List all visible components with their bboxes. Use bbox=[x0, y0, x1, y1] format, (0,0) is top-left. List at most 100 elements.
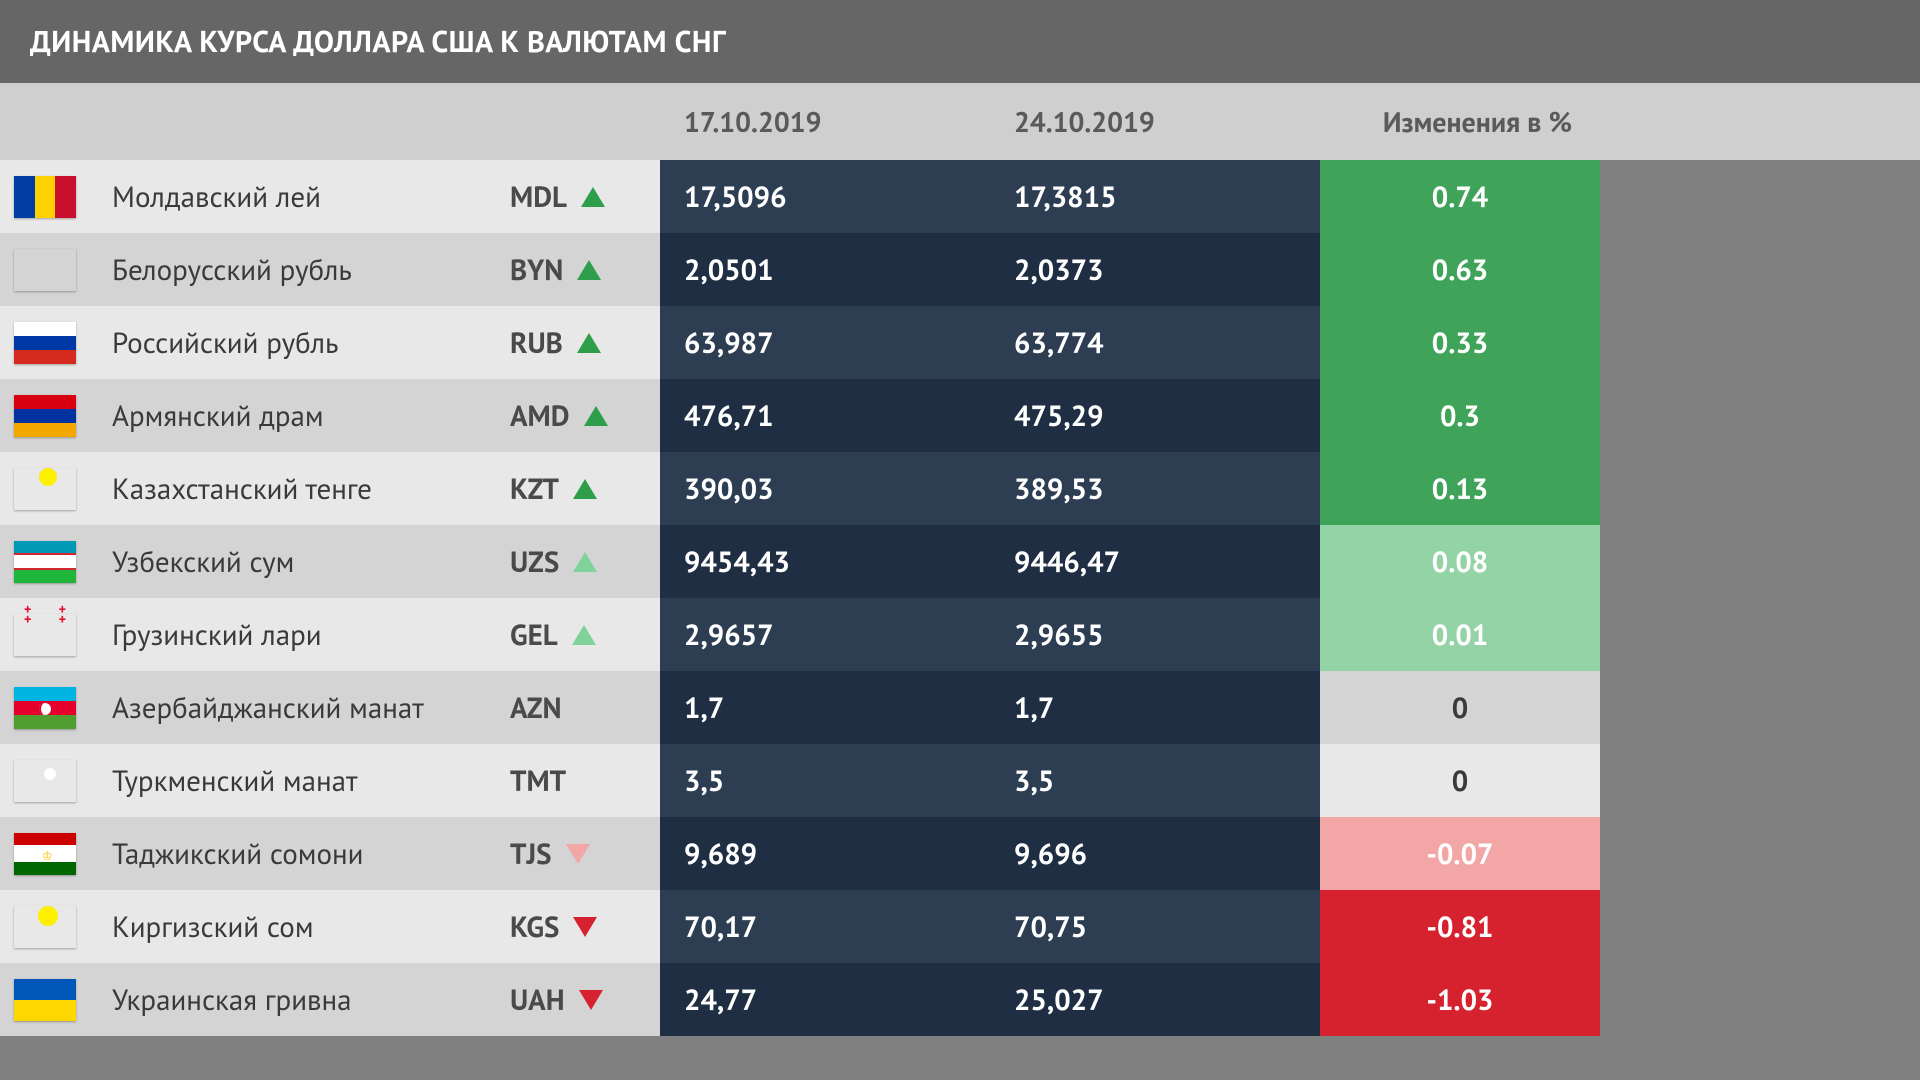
trend-up-icon bbox=[581, 187, 605, 207]
change-percent: 0.74 bbox=[1320, 160, 1600, 233]
currency-code: AZN bbox=[510, 689, 562, 727]
currency-name: Российский рубль bbox=[112, 324, 474, 362]
flag-icon bbox=[14, 760, 76, 802]
currency-name: Белорусский рубль bbox=[112, 251, 474, 289]
value-date2: 9,696 bbox=[990, 817, 1320, 890]
value-date2: 1,7 bbox=[990, 671, 1320, 744]
change-percent: 0.3 bbox=[1320, 379, 1600, 452]
value-date2: 17,3815 bbox=[990, 160, 1320, 233]
trend-up-icon bbox=[577, 260, 601, 280]
value-date2: 63,774 bbox=[990, 306, 1320, 379]
table-row: Туркменский манат TMT 3,5 3,5 0 bbox=[0, 744, 1920, 817]
header-change: Изменения в % bbox=[1320, 83, 1600, 160]
currency-code: MDL bbox=[510, 178, 567, 216]
value-date2: 3,5 bbox=[990, 744, 1320, 817]
flag-icon bbox=[14, 468, 76, 510]
currency-code: TMT bbox=[510, 762, 566, 800]
value-date1: 63,987 bbox=[660, 306, 990, 379]
change-percent: 0.63 bbox=[1320, 233, 1600, 306]
trend-down-icon bbox=[579, 990, 603, 1010]
value-date1: 24,77 bbox=[660, 963, 990, 1036]
value-date1: 3,5 bbox=[660, 744, 990, 817]
currency-code: AMD bbox=[510, 397, 570, 435]
change-percent: -0.07 bbox=[1320, 817, 1600, 890]
table-row: ++++ Грузинский лари GEL 2,9657 2,9655 0… bbox=[0, 598, 1920, 671]
change-percent: 0 bbox=[1320, 671, 1600, 744]
header-date1: 17.10.2019 bbox=[660, 83, 990, 160]
value-date2: 2,9655 bbox=[990, 598, 1320, 671]
currency-code: RUB bbox=[510, 324, 563, 362]
value-date1: 2,0501 bbox=[660, 233, 990, 306]
change-percent: 0 bbox=[1320, 744, 1600, 817]
table-row: Киргизский сом KGS 70,17 70,75 -0.81 bbox=[0, 890, 1920, 963]
trend-up-icon bbox=[572, 625, 596, 645]
trend-up-icon bbox=[573, 479, 597, 499]
table-header: 17.10.2019 24.10.2019 Изменения в % bbox=[0, 83, 1920, 160]
currency-name: Армянский драм bbox=[112, 397, 474, 435]
page-title: ДИНАМИКА КУРСА ДОЛЛАРА США К ВАЛЮТАМ СНГ bbox=[0, 0, 1920, 83]
currency-name: Туркменский манат bbox=[112, 762, 474, 800]
change-percent: 0.08 bbox=[1320, 525, 1600, 598]
trend-down-icon bbox=[573, 917, 597, 937]
trend-up-icon bbox=[584, 406, 608, 426]
value-date1: 2,9657 bbox=[660, 598, 990, 671]
value-date2: 389,53 bbox=[990, 452, 1320, 525]
currency-name: Узбекский сум bbox=[112, 543, 474, 581]
flag-icon bbox=[14, 249, 76, 291]
change-percent: -0.81 bbox=[1320, 890, 1600, 963]
value-date1: 17,5096 bbox=[660, 160, 990, 233]
table-row: Белорусский рубль BYN 2,0501 2,0373 0.63 bbox=[0, 233, 1920, 306]
value-date2: 9446,47 bbox=[990, 525, 1320, 598]
flag-icon bbox=[14, 979, 76, 1021]
header-spacer bbox=[0, 83, 660, 160]
currency-code: GEL bbox=[510, 616, 558, 654]
currency-name: Таджикский сомони bbox=[112, 835, 474, 873]
flag-icon bbox=[14, 395, 76, 437]
currency-name: Казахстанский тенге bbox=[112, 470, 474, 508]
trend-up-icon bbox=[577, 333, 601, 353]
value-date2: 2,0373 bbox=[990, 233, 1320, 306]
value-date1: 476,71 bbox=[660, 379, 990, 452]
value-date2: 475,29 bbox=[990, 379, 1320, 452]
table-row: Молдавский лей MDL 17,5096 17,3815 0.74 bbox=[0, 160, 1920, 233]
value-date1: 70,17 bbox=[660, 890, 990, 963]
value-date1: 9454,43 bbox=[660, 525, 990, 598]
value-date1: 1,7 bbox=[660, 671, 990, 744]
currency-name: Молдавский лей bbox=[112, 178, 474, 216]
flag-icon bbox=[14, 541, 76, 583]
table-row: Армянский драм AMD 476,71 475,29 0.3 bbox=[0, 379, 1920, 452]
change-percent: 0.33 bbox=[1320, 306, 1600, 379]
currency-code: UAH bbox=[510, 981, 565, 1019]
currency-code: KGS bbox=[510, 908, 559, 946]
currency-code: KZT bbox=[510, 470, 559, 508]
table-body: Молдавский лей MDL 17,5096 17,3815 0.74 … bbox=[0, 160, 1920, 1036]
currency-name: Украинская гривна bbox=[112, 981, 474, 1019]
currency-code: UZS bbox=[510, 543, 559, 581]
value-date1: 390,03 bbox=[660, 452, 990, 525]
change-percent: 0.01 bbox=[1320, 598, 1600, 671]
change-percent: 0.13 bbox=[1320, 452, 1600, 525]
value-date2: 25,027 bbox=[990, 963, 1320, 1036]
value-date2: 70,75 bbox=[990, 890, 1320, 963]
flag-icon: ++++ bbox=[14, 614, 76, 656]
table-row: Казахстанский тенге KZT 390,03 389,53 0.… bbox=[0, 452, 1920, 525]
currency-code: TJS bbox=[510, 835, 552, 873]
header-date2: 24.10.2019 bbox=[990, 83, 1320, 160]
currency-name: Киргизский сом bbox=[112, 908, 474, 946]
flag-icon: ♔ bbox=[14, 833, 76, 875]
currency-code: BYN bbox=[510, 251, 563, 289]
table-row: Азербайджанский манат AZN 1,7 1,7 0 bbox=[0, 671, 1920, 744]
change-percent: -1.03 bbox=[1320, 963, 1600, 1036]
table-row: Узбекский сум UZS 9454,43 9446,47 0.08 bbox=[0, 525, 1920, 598]
trend-up-icon bbox=[573, 552, 597, 572]
table-row: Российский рубль RUB 63,987 63,774 0.33 bbox=[0, 306, 1920, 379]
flag-icon bbox=[14, 687, 76, 729]
currency-name: Азербайджанский манат bbox=[112, 689, 474, 727]
flag-icon bbox=[14, 176, 76, 218]
table-row: ♔ Таджикский сомони TJS 9,689 9,696 -0.0… bbox=[0, 817, 1920, 890]
currency-name: Грузинский лари bbox=[112, 616, 474, 654]
flag-icon bbox=[14, 322, 76, 364]
table-row: Украинская гривна UAH 24,77 25,027 -1.03 bbox=[0, 963, 1920, 1036]
value-date1: 9,689 bbox=[660, 817, 990, 890]
flag-icon bbox=[14, 906, 76, 948]
